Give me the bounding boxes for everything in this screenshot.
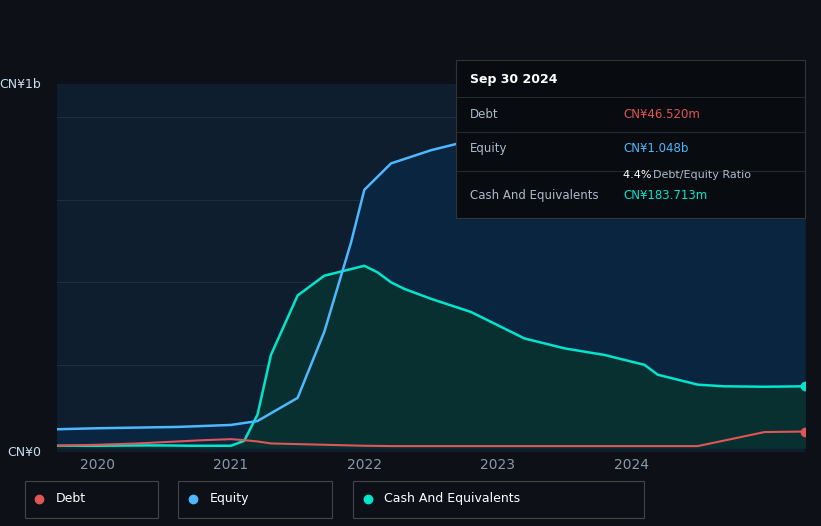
Text: CN¥183.713m: CN¥183.713m: [623, 189, 708, 202]
Text: CN¥0: CN¥0: [7, 446, 41, 459]
Text: CN¥1.048b: CN¥1.048b: [623, 143, 689, 155]
Text: Cash And Equivalents: Cash And Equivalents: [470, 189, 599, 202]
FancyBboxPatch shape: [178, 481, 332, 518]
Text: CN¥46.520m: CN¥46.520m: [623, 108, 700, 120]
Text: Sep 30 2024: Sep 30 2024: [470, 73, 557, 86]
FancyBboxPatch shape: [353, 481, 644, 518]
Text: Debt: Debt: [470, 108, 498, 120]
Text: Debt: Debt: [56, 492, 86, 505]
Text: Equity: Equity: [470, 143, 507, 155]
FancyBboxPatch shape: [25, 481, 158, 518]
Text: Debt/Equity Ratio: Debt/Equity Ratio: [653, 170, 750, 180]
Text: Equity: Equity: [209, 492, 249, 505]
Text: Cash And Equivalents: Cash And Equivalents: [384, 492, 521, 505]
Text: CN¥1b: CN¥1b: [0, 78, 41, 90]
Text: 4.4%: 4.4%: [623, 170, 655, 180]
